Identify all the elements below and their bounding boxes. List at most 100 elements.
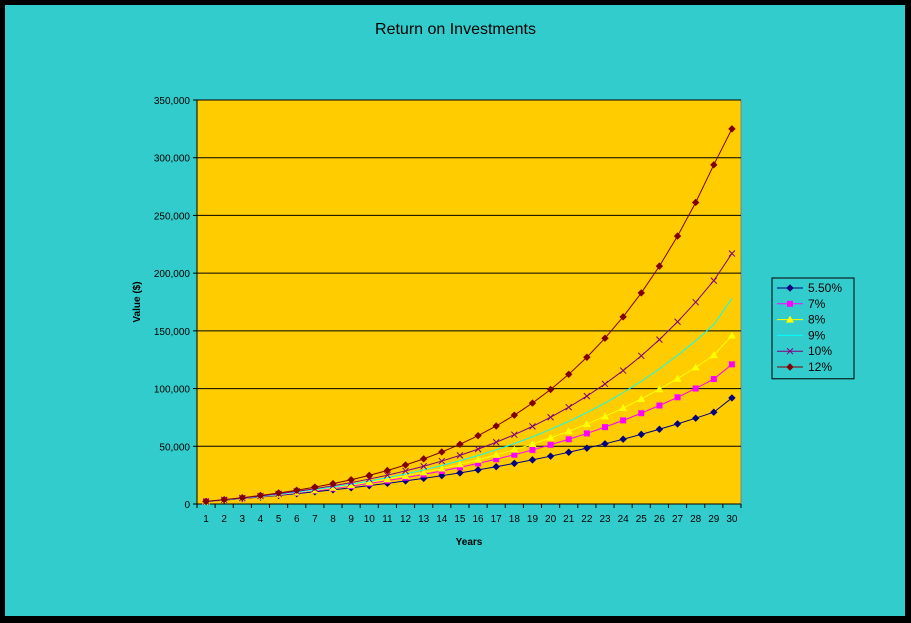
data-point <box>329 479 337 488</box>
y-tick-label: 300,000 <box>154 154 191 165</box>
data-point <box>602 424 608 431</box>
x-tick-label: 2 <box>221 514 227 525</box>
data-point <box>728 361 735 368</box>
data-point <box>673 232 682 240</box>
data-point <box>691 363 700 371</box>
legend-item: 7% <box>777 297 826 311</box>
data-point <box>582 420 591 428</box>
legend-label: 5.50% <box>808 281 842 295</box>
series-5 <box>202 125 736 506</box>
data-point <box>438 448 446 456</box>
data-point <box>220 495 228 504</box>
y-tick-label: 0 <box>184 500 190 511</box>
data-point <box>655 262 664 270</box>
data-point <box>474 466 482 474</box>
data-point <box>655 425 664 433</box>
y-tick-label: 200,000 <box>154 269 191 280</box>
data-point <box>475 460 482 467</box>
x-tick-label: 11 <box>382 514 393 525</box>
data-point <box>655 385 664 393</box>
x-tick-label: 27 <box>672 514 684 525</box>
data-point <box>728 394 736 402</box>
data-point <box>474 455 483 463</box>
legend-box <box>771 277 855 380</box>
x-tick-label: 6 <box>294 514 300 525</box>
data-point <box>583 430 590 437</box>
data-point <box>256 491 265 500</box>
data-point <box>528 456 537 464</box>
chart-title: Return on Investments <box>375 21 536 38</box>
data-point <box>311 483 319 491</box>
data-point <box>274 489 283 497</box>
data-point <box>565 436 572 443</box>
x-tick-label: 3 <box>240 514 246 525</box>
legend-label: 8% <box>808 313 826 327</box>
x-tick-label: 29 <box>708 514 720 525</box>
data-point <box>692 385 699 392</box>
x-tick-label: 14 <box>436 514 448 525</box>
data-point <box>528 399 537 407</box>
data-point <box>492 463 500 471</box>
data-point <box>601 380 609 388</box>
data-point <box>692 298 700 306</box>
data-point <box>401 471 410 479</box>
data-point <box>656 402 663 409</box>
y-tick-label: 350,000 <box>154 96 191 107</box>
data-point <box>456 469 464 477</box>
data-point <box>547 413 554 421</box>
data-point <box>710 408 718 416</box>
x-tick-label: 28 <box>690 514 702 525</box>
x-axis-label: Years <box>456 537 483 548</box>
x-tick-label: 16 <box>473 514 485 525</box>
data-point <box>420 462 428 470</box>
x-tick-label: 15 <box>454 514 466 525</box>
legend-marker <box>787 300 793 307</box>
data-point <box>456 452 464 459</box>
plot-area <box>196 99 742 505</box>
data-point <box>492 438 500 446</box>
data-point <box>293 486 301 494</box>
data-point <box>383 475 392 483</box>
x-tick-label: 20 <box>545 514 557 525</box>
x-tick-label: 13 <box>418 514 430 525</box>
legend-label: 9% <box>808 328 826 342</box>
data-point <box>565 370 573 379</box>
data-point <box>583 392 591 400</box>
data-point <box>401 461 410 469</box>
legend-marker <box>786 347 794 355</box>
data-point <box>564 427 573 435</box>
data-point <box>546 385 555 394</box>
data-point <box>510 445 519 453</box>
data-point <box>383 466 392 475</box>
x-tick-label: 30 <box>726 514 738 525</box>
x-tick-label: 1 <box>203 514 209 525</box>
data-point <box>583 353 591 361</box>
data-point <box>691 198 700 207</box>
legend-label: 10% <box>808 344 832 358</box>
data-point <box>510 459 519 468</box>
data-point <box>455 460 464 468</box>
x-tick-label: 4 <box>258 514 264 525</box>
x-tick-label: 5 <box>276 514 282 525</box>
x-tick-label: 26 <box>654 514 666 525</box>
data-point <box>347 476 355 484</box>
x-tick-label: 18 <box>509 514 521 525</box>
data-point <box>419 455 428 463</box>
data-point <box>727 331 736 339</box>
data-point <box>601 334 609 342</box>
data-point <box>583 444 591 452</box>
x-tick-label: 12 <box>400 514 412 525</box>
data-point <box>365 478 374 486</box>
data-point <box>529 423 536 430</box>
legend-item: 9% <box>777 328 826 342</box>
data-point <box>402 467 409 475</box>
data-point <box>565 403 573 411</box>
data-point <box>438 471 446 480</box>
data-point <box>474 431 482 440</box>
data-point <box>637 352 645 360</box>
x-tick-label: 8 <box>330 514 336 525</box>
data-point <box>637 394 646 402</box>
data-point <box>492 450 501 458</box>
legend-label: 7% <box>808 297 826 311</box>
x-tick-label: 19 <box>527 514 539 525</box>
